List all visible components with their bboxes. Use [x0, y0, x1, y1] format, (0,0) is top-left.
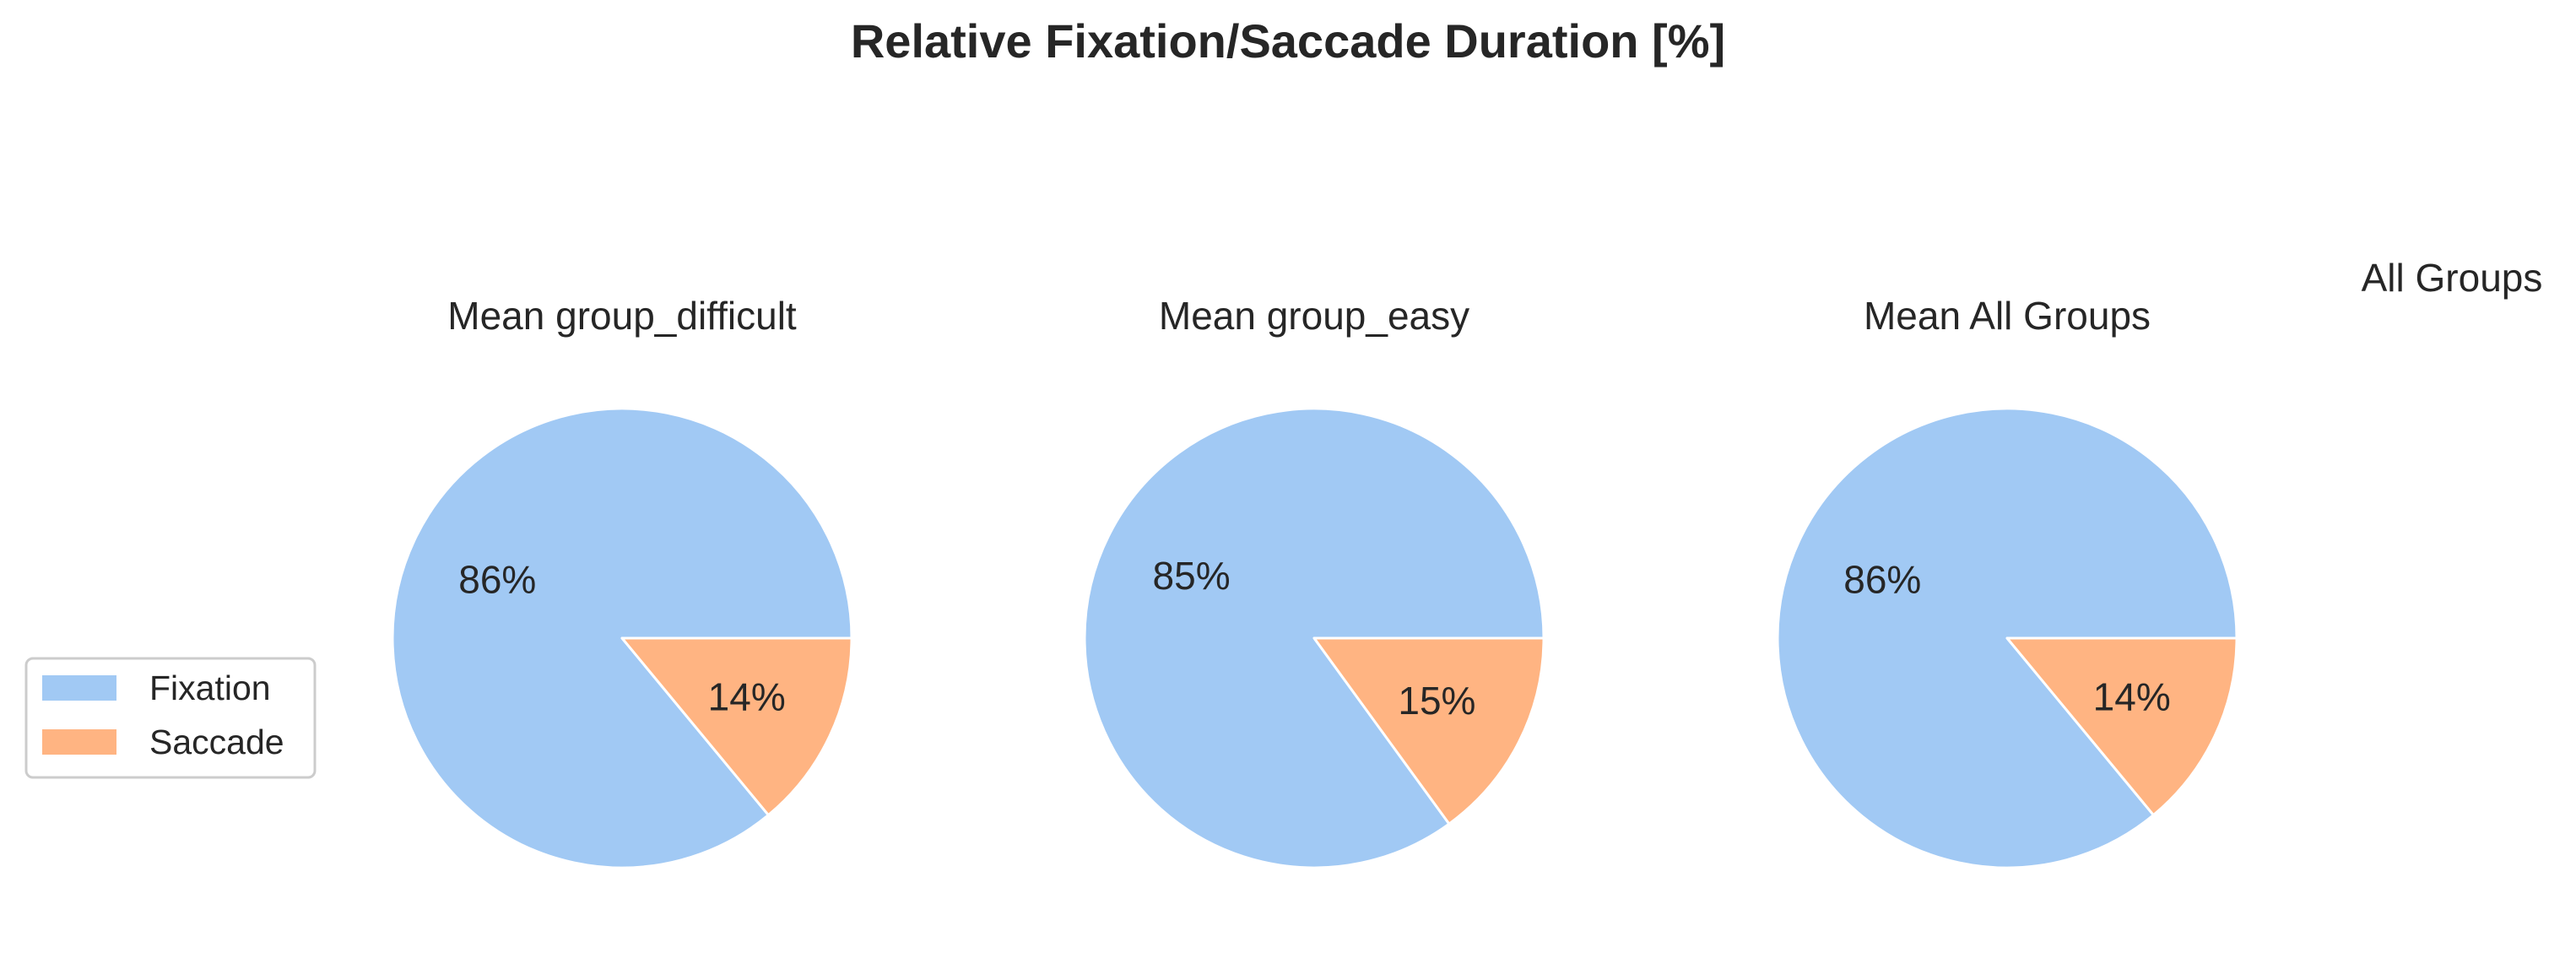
pie-title: Mean All Groups	[1864, 294, 2151, 338]
legend-label-fixation: Fixation	[149, 669, 271, 707]
pie-chart-1: Mean group_difficult 86% 14%	[391, 294, 853, 869]
legend-label-saccade: Saccade	[149, 723, 284, 761]
legend: Fixation Saccade	[24, 657, 317, 779]
pie-label-fixation: 86%	[1843, 558, 1921, 602]
pie-label-saccade: 14%	[2093, 675, 2171, 719]
pie-label-saccade: 15%	[1398, 679, 1475, 723]
legend-swatch-saccade	[42, 729, 116, 755]
pie-slice-saccade	[620, 636, 853, 817]
pie-label-fixation: 86%	[458, 558, 536, 602]
legend-swatch-fixation	[42, 675, 116, 701]
figure-title: Relative Fixation/Saccade Duration [%]	[851, 14, 1725, 68]
extra-panel-title: All Groups	[2362, 256, 2543, 300]
pie-chart-3: Mean All Groups 86% 14%	[1776, 294, 2238, 869]
pie-slice-saccade	[2005, 636, 2238, 817]
pie-chart-2: Mean group_easy 85% 15%	[1083, 294, 1545, 869]
pie-title: Mean group_difficult	[447, 294, 797, 338]
pie-slice-saccade	[1312, 636, 1545, 826]
pie-label-fixation: 85%	[1153, 554, 1231, 598]
pie-label-saccade: 14%	[708, 675, 786, 719]
pie-title: Mean group_easy	[1159, 294, 1469, 338]
pie-panels: Mean group_difficult 86% 14% Mean group_eas…	[391, 294, 2238, 869]
